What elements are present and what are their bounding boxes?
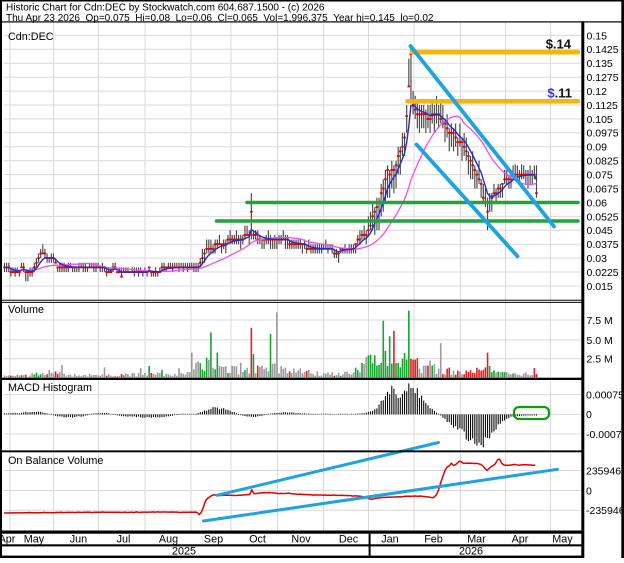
- svg-text:0.015: 0.015: [587, 281, 613, 293]
- svg-text:0.045: 0.045: [587, 225, 613, 237]
- svg-text:0.0375: 0.0375: [587, 239, 619, 251]
- svg-text:Thu Apr 23 2026 Op=0.075 Hi=: Thu Apr 23 2026 Op=0.075 Hi=0.08 Lo=0.06…: [6, 13, 434, 24]
- svg-text:On Balance Volume: On Balance Volume: [8, 455, 103, 467]
- svg-text:$.11: $.11: [547, 86, 572, 101]
- svg-text:2359465: 2359465: [586, 465, 624, 477]
- svg-text:Jun: Jun: [70, 534, 87, 546]
- svg-text:0: 0: [586, 485, 592, 497]
- svg-text:2025: 2025: [172, 546, 196, 558]
- svg-text:0.1125: 0.1125: [587, 100, 618, 112]
- svg-text:0.0525: 0.0525: [587, 211, 619, 223]
- svg-text:Cdn:DEC: Cdn:DEC: [8, 31, 54, 43]
- svg-text:0.135: 0.135: [587, 58, 613, 70]
- svg-text:Feb: Feb: [424, 534, 443, 546]
- svg-text:0.09: 0.09: [587, 142, 608, 154]
- svg-text:May: May: [552, 534, 573, 546]
- svg-text:Mar: Mar: [467, 534, 486, 546]
- svg-text:0.075: 0.075: [587, 170, 613, 182]
- svg-text:Jul: Jul: [117, 534, 131, 546]
- svg-text:0.105: 0.105: [587, 114, 613, 126]
- svg-text:-0.00075: -0.00075: [586, 429, 624, 441]
- svg-text:0.0675: 0.0675: [587, 183, 619, 195]
- svg-text:Dec: Dec: [339, 534, 359, 546]
- svg-text:2026: 2026: [459, 546, 483, 558]
- svg-text:0.0825: 0.0825: [587, 156, 619, 168]
- svg-text:0.1425: 0.1425: [587, 44, 619, 56]
- svg-text:0.06: 0.06: [587, 197, 608, 209]
- svg-text:0.03: 0.03: [587, 253, 608, 265]
- svg-text:0.1275: 0.1275: [587, 72, 619, 84]
- svg-text:Aug: Aug: [159, 534, 178, 546]
- svg-text:Sep: Sep: [204, 534, 223, 546]
- svg-text:Apr: Apr: [512, 534, 529, 546]
- svg-text:$.14: $.14: [546, 36, 572, 51]
- svg-text:0.0975: 0.0975: [587, 128, 619, 140]
- svg-text:0.00075: 0.00075: [586, 390, 624, 402]
- svg-text:Apr: Apr: [0, 534, 16, 546]
- svg-text:-2359465: -2359465: [586, 505, 624, 517]
- svg-text:Volume: Volume: [8, 304, 44, 316]
- svg-text:Oct: Oct: [249, 534, 266, 546]
- svg-text:May: May: [24, 534, 45, 546]
- svg-text:Nov: Nov: [291, 534, 311, 546]
- svg-text:0: 0: [586, 409, 592, 421]
- svg-text:Jan: Jan: [381, 534, 398, 546]
- svg-text:0.15: 0.15: [587, 30, 608, 42]
- svg-text:Historic Chart for Cdn:DEC by: Historic Chart for Cdn:DEC by Stockwatch…: [6, 3, 325, 14]
- svg-text:5.0 M: 5.0 M: [587, 335, 613, 347]
- svg-text:0.0225: 0.0225: [587, 267, 619, 279]
- svg-text:0.12: 0.12: [587, 86, 608, 98]
- svg-text:2.5 M: 2.5 M: [587, 354, 613, 366]
- svg-text:MACD Histogram: MACD Histogram: [8, 382, 92, 394]
- svg-text:7.5 M: 7.5 M: [587, 315, 613, 327]
